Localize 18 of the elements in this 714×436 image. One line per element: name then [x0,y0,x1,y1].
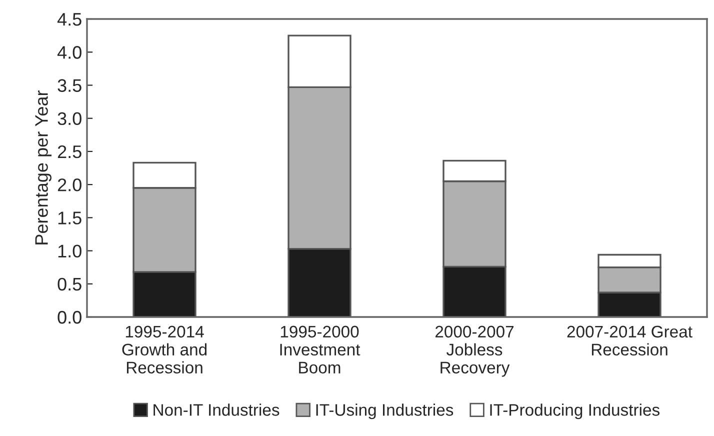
x-tick-label: 2007-2014 Great Recession [567,326,692,356]
y-tick-label: 3.5 [58,79,82,92]
y-tick-label: 3.0 [58,112,82,126]
x-tick-label: 2000-2007 Jobless Recovery [435,326,514,377]
x-tick-label: 1995-2014 Growth and Recession [122,326,207,374]
y-tick-label: 0.5 [58,278,82,291]
legend-label: IT-Using Industries [316,404,454,420]
y-tick-label: 2.5 [58,145,82,158]
y-tick-label: 4.0 [57,46,82,59]
y-tick-label: 1.5 [58,212,82,224]
legend-label: IT-Producing Industries [490,404,660,420]
y-tick-label: 4.5 [57,13,82,26]
y-tick-label: 2.0 [58,178,82,192]
y-axis-title: Perentage per Year [35,90,52,244]
x-tick-label: 1995-2000 Investment Boom [280,326,360,374]
y-tick-label: 1.0 [58,244,82,258]
legend-label: Non-IT Industries [154,404,280,416]
y-tick-label: 0.0 [58,310,82,324]
